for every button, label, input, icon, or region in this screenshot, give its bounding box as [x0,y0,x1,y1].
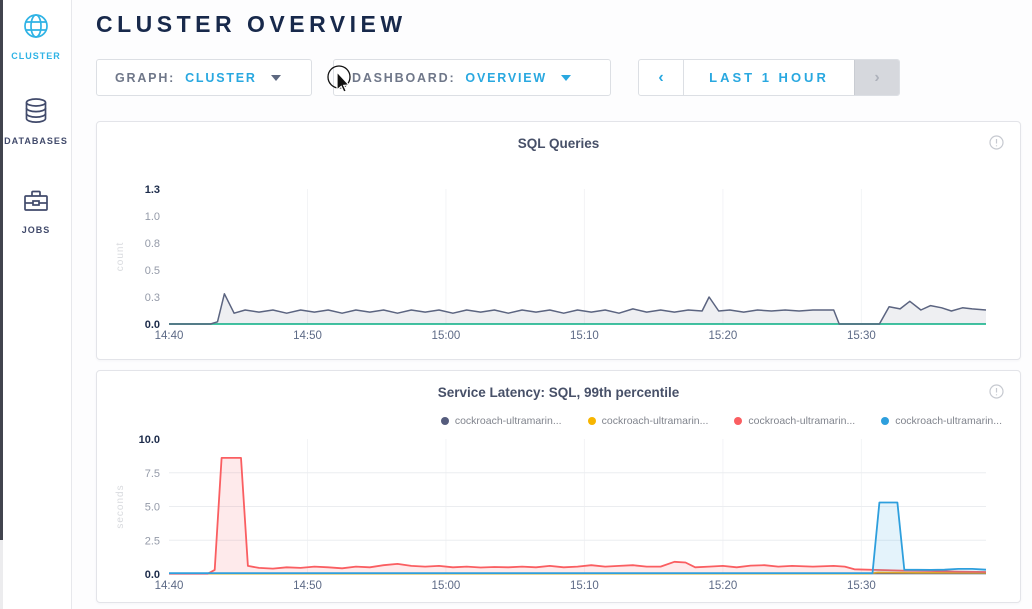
legend-label: cockroach-ultramarin... [748,415,856,427]
controls-bar: GRAPH: CLUSTER DASHBOARD: OVERVIEW ‹ LAS… [96,59,900,96]
svg-text:15:30: 15:30 [847,330,876,342]
svg-text:14:40: 14:40 [155,330,184,342]
legend: cockroach-ultramarin... cockroach-ultrama… [440,415,1002,427]
svg-text:15:00: 15:00 [432,580,461,592]
main-content: CLUSTER OVERVIEW GRAPH: CLUSTER DASHBOAR… [72,0,1032,609]
time-window-label[interactable]: LAST 1 HOUR [709,70,829,85]
globe-icon [0,12,72,45]
dashboard-dropdown[interactable]: DASHBOARD: OVERVIEW [333,59,611,96]
svg-text:0.8: 0.8 [145,238,160,250]
graph-dropdown-label: GRAPH: [115,70,176,85]
service-latency-chart: 10.0 7.5 5.0 2.5 0.014:40 14:50 15:00 15:10 15:2… [115,434,987,592]
info-icon[interactable] [989,384,1004,399]
dashboard-dropdown-label: DASHBOARD: [352,70,456,85]
page-title: CLUSTER OVERVIEW [96,11,407,37]
legend-dot-icon [440,417,449,425]
page-scrollbar[interactable] [0,0,3,609]
time-window-prev-button[interactable]: ‹ [639,60,684,95]
svg-text:10.0: 10.0 [139,434,160,446]
svg-text:14:40: 14:40 [155,580,184,592]
legend-item[interactable]: cockroach-ultramarin... [734,415,855,427]
svg-text:0.3: 0.3 [145,292,160,304]
info-icon[interactable] [989,135,1004,150]
svg-text:15:10: 15:10 [570,330,599,342]
legend-item[interactable]: cockroach-ultramarin... [440,415,562,427]
legend-label: cockroach-ultramarin... [895,415,1002,427]
sidebar-item-jobs[interactable]: JOBS [0,146,72,235]
svg-text:15:10: 15:10 [570,580,599,592]
svg-text:0.0: 0.0 [145,319,160,331]
svg-text:15:20: 15:20 [709,330,738,342]
svg-text:15:20: 15:20 [709,580,738,592]
scrollbar-thumb[interactable] [0,0,3,540]
svg-text:5.0: 5.0 [145,502,160,514]
legend-label: cockroach-ultramarin... [454,415,562,427]
svg-text:7.5: 7.5 [145,468,160,480]
chart-title: Service Latency: SQL, 99th percentile [437,385,680,400]
time-window-selector: ‹ LAST 1 HOUR › [638,59,900,96]
legend-dot-icon [881,417,890,425]
sql-queries-card: SQL Queries 1.3 1.0 0.8 0.5 0.3 0.0 14:40 14:50… [96,121,1021,360]
chevron-down-icon [560,74,571,81]
time-window-next-button: › [854,60,899,95]
sql-queries-chart: 1.3 1.0 0.8 0.5 0.3 0.014:40 14:50 15:00 15:10 15… [115,184,987,342]
sidebar-item-databases[interactable]: DATABASES [0,61,72,146]
svg-text:14:50: 14:50 [293,330,322,342]
legend-label: cockroach-ultramarin... [601,415,709,427]
briefcase-icon [0,188,72,219]
sidebar-item-label: JOBS [21,225,51,235]
chart-title: SQL Queries [517,136,600,151]
svg-text:0.0: 0.0 [145,569,160,581]
graph-dropdown-value: CLUSTER [185,70,257,85]
sidebar: CLUSTER DATABASES [0,0,72,609]
sidebar-item-label: CLUSTER [11,51,61,61]
svg-text:2.5: 2.5 [145,535,160,547]
graph-dropdown[interactable]: GRAPH: CLUSTER [96,59,312,96]
database-icon [0,97,72,130]
legend-item[interactable]: cockroach-ultramarin... [881,415,1002,427]
svg-text:1.3: 1.3 [145,184,160,196]
chevron-down-icon [270,74,281,81]
legend-dot-icon [587,417,596,425]
legend-item[interactable]: cockroach-ultramarin... [587,415,709,427]
sidebar-item-label: DATABASES [4,136,68,146]
dashboard-dropdown-value: OVERVIEW [465,70,547,85]
svg-text:14:50: 14:50 [293,580,322,592]
svg-text:0.5: 0.5 [145,265,160,277]
svg-text:1.0: 1.0 [145,211,160,223]
svg-text:15:30: 15:30 [847,580,876,592]
svg-text:count: count [115,242,126,271]
service-latency-card: Service Latency: SQL, 99th percentile co… [96,370,1021,603]
svg-text:15:00: 15:00 [432,330,461,342]
sidebar-item-cluster[interactable]: CLUSTER [0,0,72,61]
legend-dot-icon [734,417,743,425]
svg-text:seconds: seconds [115,484,126,528]
